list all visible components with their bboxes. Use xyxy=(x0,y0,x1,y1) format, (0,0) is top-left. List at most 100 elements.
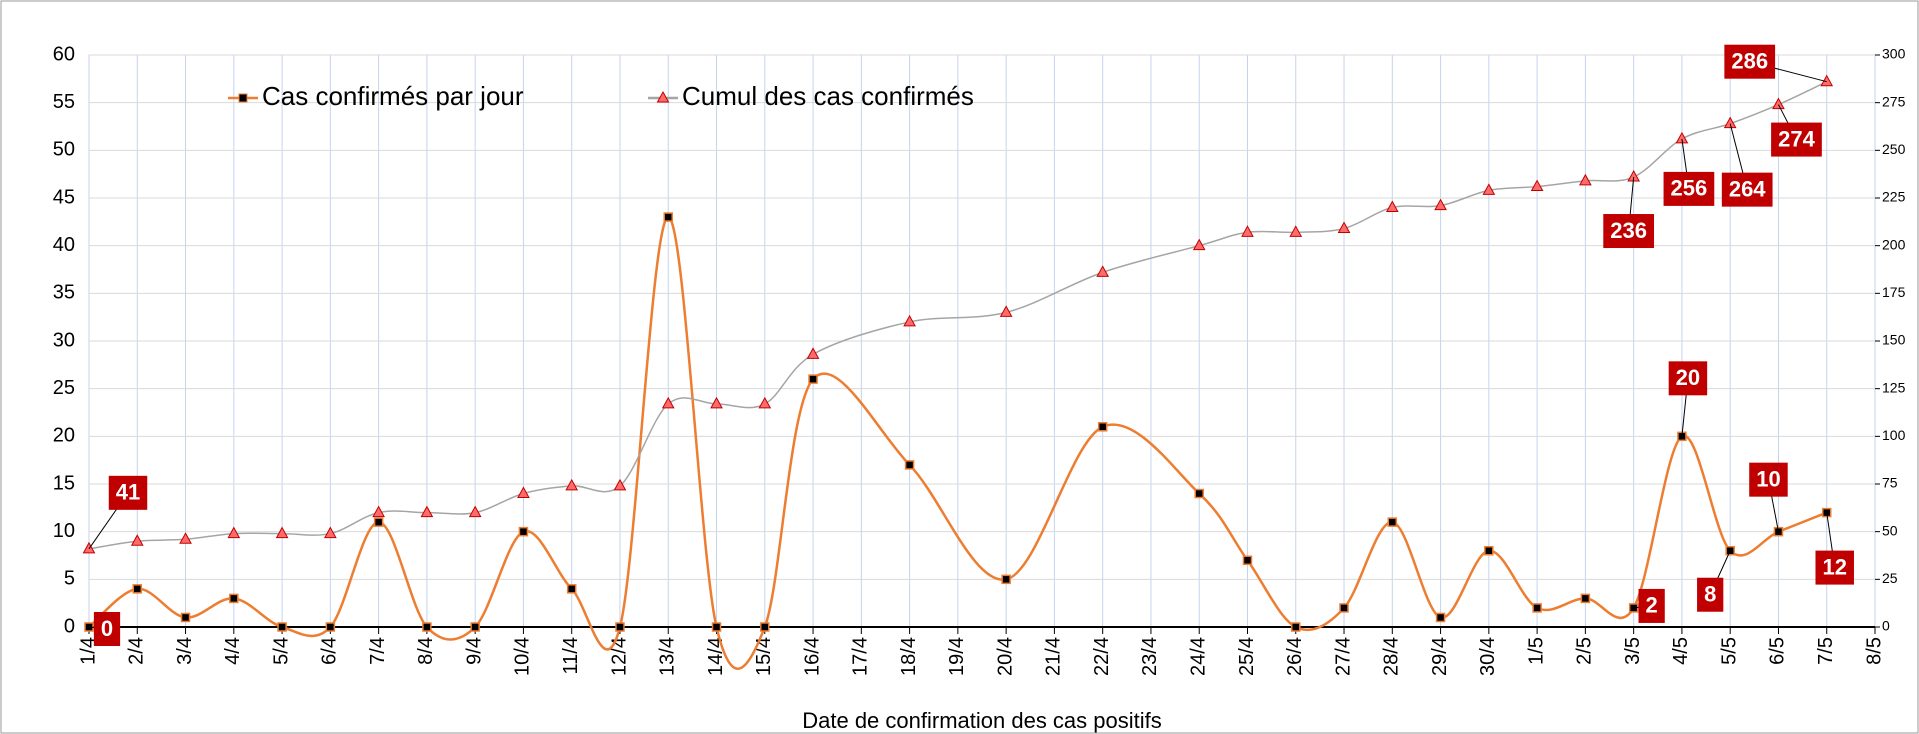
marker xyxy=(180,612,191,623)
marker xyxy=(1241,225,1254,237)
data-label: 236 xyxy=(1610,218,1647,243)
x-tick-label: 1/5 xyxy=(1525,637,1547,665)
data-label-box xyxy=(1749,462,1788,497)
y2-tick-label: 275 xyxy=(1882,93,1906,109)
marker xyxy=(325,622,336,632)
data-label-box xyxy=(1638,588,1665,623)
marker xyxy=(130,534,144,546)
x-tick-label: 15/4 xyxy=(753,637,775,676)
y2-tick-label: 200 xyxy=(1882,236,1906,252)
y2-tick-label: 150 xyxy=(1882,332,1906,348)
marker xyxy=(1723,116,1737,129)
y-tick-label: 35 xyxy=(53,282,75,304)
y2-tick-label: 75 xyxy=(1882,475,1898,491)
data-label-box xyxy=(108,475,148,510)
data-label: 41 xyxy=(116,480,140,505)
y-tick-label: 60 xyxy=(53,43,75,65)
x-tick-label: 22/4 xyxy=(1091,637,1113,676)
marker xyxy=(710,396,723,409)
y-tick-label: 45 xyxy=(53,186,75,208)
x-tick-label: 7/5 xyxy=(1815,637,1837,665)
marker xyxy=(808,374,818,384)
marker xyxy=(420,505,434,518)
data-label: 0 xyxy=(101,616,113,641)
marker xyxy=(179,532,192,544)
marker xyxy=(1482,183,1496,195)
y-tick-label: 30 xyxy=(53,329,75,351)
marker xyxy=(132,584,143,594)
marker xyxy=(227,526,241,539)
marker xyxy=(1532,603,1542,613)
marker xyxy=(275,526,289,539)
marker xyxy=(1387,517,1398,527)
x-tick-label: 27/4 xyxy=(1332,637,1354,676)
marker xyxy=(1291,622,1301,632)
marker xyxy=(82,541,96,554)
data-label: 256 xyxy=(1671,176,1708,201)
data-label-box xyxy=(1603,214,1655,249)
x-tick-label: 21/4 xyxy=(1043,637,1065,676)
y-tick-label: 40 xyxy=(53,234,75,256)
x-axis-label: Date de confirmation des cas positifs xyxy=(802,708,1162,733)
y-tick-label: 0 xyxy=(64,615,75,637)
data-label: 8 xyxy=(1704,582,1716,607)
data-label: 264 xyxy=(1729,176,1766,201)
marker xyxy=(277,622,287,632)
y2-tick-label: 175 xyxy=(1882,284,1906,300)
marker xyxy=(518,526,529,537)
x-tick-label: 6/4 xyxy=(319,637,341,665)
data-label: 2 xyxy=(1646,593,1658,618)
marker xyxy=(373,517,384,527)
marker xyxy=(999,305,1013,317)
x-tick-label: 17/4 xyxy=(850,637,872,676)
marker xyxy=(1580,593,1591,604)
x-tick-label: 7/4 xyxy=(367,637,389,665)
x-tick-label: 5/4 xyxy=(270,637,292,665)
marker xyxy=(422,622,432,632)
marker xyxy=(229,593,239,604)
x-tick-label: 12/4 xyxy=(608,637,630,676)
data-label: 12 xyxy=(1822,554,1846,579)
data-label-box xyxy=(93,612,121,646)
y2-tick-label: 125 xyxy=(1882,379,1906,395)
marker xyxy=(663,212,673,222)
marker xyxy=(468,505,482,518)
marker xyxy=(517,486,530,499)
marker xyxy=(904,460,915,470)
marker xyxy=(1289,225,1303,237)
x-tick-label: 19/4 xyxy=(946,637,968,676)
marker xyxy=(566,584,577,594)
x-tick-label: 8/4 xyxy=(415,637,437,665)
y-tick-label: 50 xyxy=(53,139,75,161)
marker xyxy=(324,526,337,539)
legend-label: Cumul des cas confirmés xyxy=(682,81,974,111)
y-tick-label: 25 xyxy=(53,377,75,399)
x-tick-label: 18/4 xyxy=(898,637,920,676)
y-tick-label: 5 xyxy=(64,568,75,590)
marker xyxy=(613,478,627,491)
x-tick-label: 30/4 xyxy=(1477,637,1499,676)
x-tick-label: 5/5 xyxy=(1718,637,1740,665)
x-tick-label: 28/4 xyxy=(1381,637,1403,676)
data-label: 10 xyxy=(1756,466,1780,491)
x-tick-label: 3/4 xyxy=(174,637,196,665)
y-tick-label: 15 xyxy=(53,472,75,494)
marker xyxy=(1530,179,1544,192)
x-tick-label: 16/4 xyxy=(801,637,823,676)
x-tick-label: 13/4 xyxy=(657,637,679,676)
x-tick-label: 9/4 xyxy=(463,637,485,665)
marker xyxy=(758,396,772,409)
y-tick-label: 55 xyxy=(53,91,75,113)
legend-label: Cas confirmés par jour xyxy=(262,81,524,111)
marker xyxy=(1484,545,1494,556)
data-label-box xyxy=(1697,577,1724,612)
x-tick-label: 1/4 xyxy=(77,637,99,665)
y2-tick-label: 250 xyxy=(1882,141,1906,157)
x-tick-label: 2/5 xyxy=(1574,637,1596,665)
marker xyxy=(711,622,722,632)
marker xyxy=(1337,221,1351,234)
marker xyxy=(1772,97,1785,110)
marker xyxy=(1579,173,1592,186)
x-tick-label: 2/4 xyxy=(126,637,148,665)
marker xyxy=(903,314,916,327)
